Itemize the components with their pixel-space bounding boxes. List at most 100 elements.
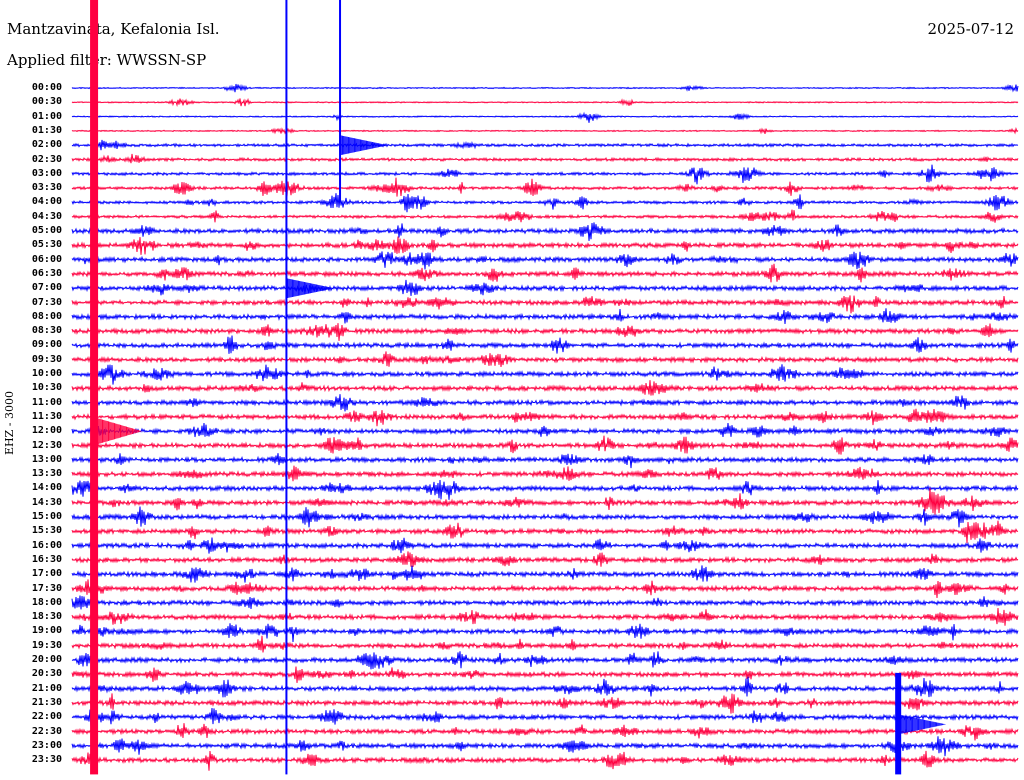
station-title: Mantzavinata, Kefalonia Isl.: [7, 20, 220, 38]
row-time-label: 14:30: [31, 496, 62, 508]
row-time-label: 09:30: [31, 353, 62, 365]
trace-row-2230: [71, 723, 1019, 741]
seismic-event-mark: [339, 0, 342, 203]
row-time-label: 08:00: [31, 310, 62, 322]
filter-label: Applied filter: WWSSN-SP: [7, 51, 207, 69]
trace-row-2130: [71, 693, 1019, 714]
row-time-label: 23:30: [31, 754, 62, 766]
trace-row-1000: [71, 364, 1019, 385]
row-time-label: 10:00: [31, 368, 62, 379]
row-time-label: 18:30: [31, 611, 62, 623]
row-time-label: 07:00: [31, 282, 62, 294]
trace-row-1200: [71, 422, 1019, 438]
row-time-label: 20:00: [31, 654, 62, 665]
trace-row-1500: [71, 506, 1019, 528]
row-time-label: 22:00: [31, 711, 62, 723]
row-time-label: 00:30: [31, 96, 62, 108]
trace-row-0730: [71, 295, 1019, 314]
trace-row-1430: [71, 487, 1019, 515]
row-time-label: 17:30: [31, 582, 62, 594]
row-time-label: 08:30: [31, 325, 62, 337]
trace-row-1030: [71, 380, 1019, 396]
row-time-label: 07:30: [31, 296, 62, 308]
row-time-label: 05:00: [31, 225, 62, 236]
row-time-label: 04:30: [31, 210, 62, 222]
trace-row-1130: [71, 408, 1019, 427]
trace-row-1830: [71, 607, 1019, 626]
trace-row-0330: [71, 177, 1019, 197]
row-time-label: 21:30: [31, 696, 62, 708]
trace-row-0600: [71, 251, 1019, 270]
row-time-label: 04:00: [31, 196, 62, 208]
row-time-label: 18:00: [31, 596, 62, 608]
trace-row-1630: [71, 551, 1019, 568]
trace-row-0100: [71, 111, 1019, 123]
row-time-label: 02:30: [31, 153, 62, 165]
trace-row-1100: [71, 394, 1019, 412]
trace-row-2000: [71, 651, 1019, 670]
trace-row-0030: [71, 97, 1019, 107]
trace-row-0430: [71, 209, 1019, 223]
row-time-label: 00:00: [31, 82, 62, 93]
trace-row-1530: [71, 520, 1019, 544]
event-coda: [897, 714, 946, 735]
trace-row-1900: [71, 623, 1019, 643]
trace-row-0130: [71, 126, 1019, 135]
row-time-label: 17:00: [31, 568, 62, 580]
event-coda: [285, 278, 334, 299]
row-time-label: 16:30: [31, 553, 62, 565]
trace-row-0300: [71, 164, 1019, 185]
row-time-label: 06:00: [31, 253, 62, 265]
seismic-event-mark: [90, 0, 99, 775]
row-time-label: 13:30: [31, 468, 62, 480]
row-time-label: 12:00: [31, 425, 62, 437]
trace-row-0900: [71, 335, 1019, 354]
trace-row-2030: [71, 666, 1019, 683]
row-time-label: 01:30: [31, 124, 62, 136]
row-time-label: 10:30: [31, 382, 62, 394]
trace-row-1230: [71, 435, 1019, 455]
seismic-event-mark: [285, 0, 288, 775]
trace-row-0230: [71, 153, 1019, 164]
row-time-label: 05:30: [31, 239, 62, 251]
row-time-label: 03:30: [31, 182, 62, 194]
trace-row-1700: [71, 565, 1019, 583]
row-time-label: 06:30: [31, 267, 62, 279]
trace-row-1930: [71, 635, 1019, 653]
row-time-label: 15:00: [31, 511, 62, 522]
trace-row-0700: [71, 279, 1019, 296]
row-time-label: 13:00: [31, 453, 62, 465]
trace-row-0200: [71, 139, 1019, 151]
trace-row-0500: [71, 222, 1019, 241]
trace-row-0930: [71, 351, 1019, 367]
row-time-label: 15:30: [31, 525, 62, 537]
row-time-label: 09:00: [31, 339, 62, 351]
trace-row-0630: [71, 263, 1019, 283]
trace-row-1300: [71, 453, 1019, 469]
trace-row-2300: [71, 736, 1019, 757]
trace-row-2100: [71, 676, 1019, 698]
row-time-label: 14:00: [31, 482, 62, 494]
trace-row-2330: [71, 750, 1019, 771]
row-time-label: 11:30: [31, 410, 62, 422]
row-time-label: 01:00: [31, 110, 62, 122]
trace-row-1800: [71, 595, 1019, 610]
row-time-label: 03:00: [31, 167, 62, 179]
row-time-label: 22:30: [31, 725, 62, 737]
row-time-label: 02:00: [31, 139, 62, 151]
row-time-label: 23:00: [31, 739, 62, 751]
trace-row-0400: [71, 193, 1019, 213]
trace-row-1330: [71, 465, 1019, 482]
row-time-label: 19:30: [31, 639, 62, 651]
row-time-label: 21:00: [31, 682, 62, 694]
trace-row-0800: [71, 308, 1019, 325]
row-time-label: 20:30: [31, 668, 62, 680]
trace-row-1600: [71, 537, 1019, 554]
date-label: 2025-07-12: [927, 20, 1014, 38]
row-time-label: 19:00: [31, 625, 62, 637]
trace-row-2200: [71, 707, 1019, 728]
trace-row-0000: [71, 83, 1019, 93]
event-coda: [339, 135, 388, 156]
event-coda: [93, 417, 142, 446]
